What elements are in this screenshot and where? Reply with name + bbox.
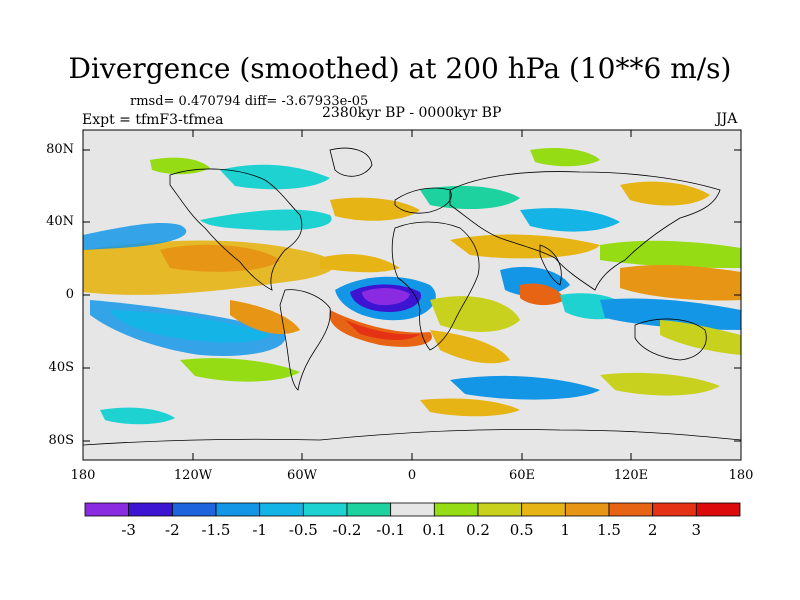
colorbar-swatch — [521, 502, 566, 517]
colorbar-swatch — [259, 502, 304, 517]
colorbar-tick-label: -1.5 — [201, 521, 231, 539]
lon-tick-label: 120E — [613, 468, 649, 483]
map-panel — [82, 129, 742, 461]
axis-ticks — [83, 130, 741, 460]
colorbar-tick-label: -0.1 — [376, 521, 406, 539]
season-label: JJA — [716, 111, 738, 127]
colorbar-tick-label: 0.2 — [466, 521, 490, 539]
lat-tick-label: 40S — [48, 360, 74, 375]
colorbar-swatch — [84, 502, 130, 517]
colorbar — [84, 502, 741, 517]
colorbar-tick-label: 0.5 — [509, 521, 534, 539]
colorbar-tick-label: -3 — [121, 521, 136, 539]
colorbar-tick-label: 1.5 — [597, 521, 621, 539]
experiment-label: Expt = tfmF3-tfmea — [82, 112, 224, 128]
lat-tick-label: 40N — [46, 214, 74, 229]
colorbar-swatch — [695, 502, 741, 517]
colorbar-tick-label: 2 — [647, 521, 658, 539]
divergence-field — [83, 148, 741, 425]
colorbar-tick-label: 3 — [691, 521, 702, 539]
lon-tick-label: 180 — [70, 468, 96, 483]
colorbar-swatch — [433, 502, 479, 517]
colorbar-tick-label: -0.5 — [288, 521, 318, 539]
stats-text: rmsd= 0.470794 diff= -3.67933e-05 — [130, 94, 369, 109]
colorbar-swatch — [346, 502, 392, 517]
lat-tick-label: 80S — [48, 433, 74, 448]
lon-tick-label: 60E — [508, 468, 536, 483]
colorbar-tick-label: -2 — [165, 521, 180, 539]
period-label: 2380kyr BP - 0000kyr BP — [322, 105, 502, 121]
colorbar-tick-label: -0.2 — [332, 521, 362, 539]
colorbar-swatch — [652, 502, 697, 517]
colorbar-swatch — [390, 502, 435, 517]
colorbar-swatch — [302, 502, 348, 517]
lon-tick-label: 60W — [287, 468, 317, 483]
colorbar-tick-label: 1 — [560, 521, 571, 539]
colorbar-swatch — [128, 502, 173, 517]
colorbar-swatch — [608, 502, 654, 517]
lon-tick-label: 0 — [407, 468, 417, 483]
lat-tick-label: 80N — [46, 142, 74, 157]
coastlines — [83, 147, 741, 446]
lat-tick-label: 0 — [65, 287, 74, 302]
lon-tick-label: 120W — [173, 468, 213, 483]
colorbar-swatch — [215, 502, 261, 517]
colorbar-tick-label: 0.1 — [422, 521, 447, 539]
colorbar-swatch — [477, 502, 523, 517]
plot-title: Divergence (smoothed) at 200 hPa (10**6 … — [68, 52, 732, 85]
lon-tick-label: 180 — [728, 468, 754, 483]
colorbar-swatch — [171, 502, 217, 517]
colorbar-tick-label: -1 — [252, 521, 267, 539]
colorbar-swatch — [564, 502, 610, 517]
